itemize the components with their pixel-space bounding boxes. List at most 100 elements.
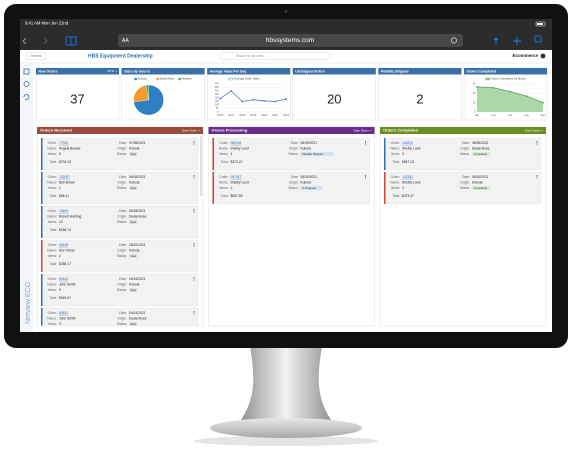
search-field[interactable]: [219, 52, 331, 60]
reader-button[interactable]: AA: [122, 38, 129, 44]
field-value[interactable]: 100810: [402, 141, 413, 145]
tile: [292, 67, 376, 121]
tabs-button[interactable]: [534, 35, 542, 43]
status-badge: [300, 152, 334, 156]
field-value: Kubota: [129, 248, 140, 252]
tile: [35, 67, 120, 121]
more-menu-dot[interactable]: [193, 177, 195, 179]
url-field[interactable]: [118, 34, 463, 47]
back-button[interactable]: [22, 37, 27, 45]
status-badge: [300, 186, 323, 190]
field-value[interactable]: 15629: [59, 209, 68, 213]
sort-caret: [369, 129, 372, 132]
field-label: Origin:: [117, 146, 127, 150]
more-menu-dot[interactable]: [365, 141, 366, 142]
field-value[interactable]: 83442: [59, 277, 68, 281]
field-value[interactable]: 77045: [59, 141, 68, 145]
reload-button[interactable]: [451, 37, 457, 44]
search-placeholder[interactable]: Search for an order...: [236, 54, 266, 58]
more-menu-dot[interactable]: [365, 143, 366, 145]
more-menu-dot[interactable]: [536, 143, 538, 145]
store-name: Ecommerce: [512, 53, 538, 58]
tile-value: 37: [70, 91, 84, 106]
field-value[interactable]: 102342: [402, 175, 413, 179]
field-value: Shelby Lund: [231, 180, 249, 184]
field-label: Name:: [47, 214, 57, 218]
more-menu-dot[interactable]: [365, 177, 366, 179]
more-menu-dot[interactable]: [193, 141, 195, 142]
tile-filter[interactable]: MTD: [108, 69, 115, 73]
more-menu-dot[interactable]: [536, 177, 538, 179]
tile-title: Average Value Per Day: [210, 69, 247, 73]
new-tab-button[interactable]: [513, 37, 521, 45]
nav-icon[interactable]: [23, 68, 30, 75]
more-menu-dot[interactable]: [536, 176, 538, 178]
field-value: Kubota: [129, 146, 140, 150]
more-menu-dot[interactable]: [193, 142, 195, 144]
field-value[interactable]: 097917: [231, 175, 242, 179]
field-value: 9: [59, 288, 61, 292]
order-card[interactable]: [40, 137, 199, 171]
pie-slice: [145, 84, 149, 101]
order-card[interactable]: [212, 137, 370, 171]
more-menu-dot[interactable]: [536, 175, 538, 176]
more-menu-dot[interactable]: [193, 279, 195, 281]
more-menu-dot[interactable]: [193, 209, 195, 210]
nav-icon[interactable]: [23, 81, 30, 87]
more-menu-dot[interactable]: [193, 210, 195, 212]
more-menu-dot[interactable]: [193, 311, 195, 312]
more-menu-dot[interactable]: [536, 141, 538, 142]
back-app-label[interactable]: Netview: [30, 54, 42, 58]
order-card[interactable]: [40, 171, 199, 205]
field-value: 05/22/2021: [129, 243, 146, 247]
order-card[interactable]: [40, 273, 199, 307]
field-value[interactable]: 080304: [231, 141, 242, 145]
field-value: 07/08/2021: [129, 141, 146, 145]
info-icon[interactable]: [540, 53, 546, 59]
tile-value: 2: [416, 91, 423, 106]
more-menu-dot[interactable]: [193, 175, 195, 176]
more-menu-dot[interactable]: [193, 143, 195, 145]
more-menu-dot[interactable]: [193, 243, 195, 244]
more-menu-dot[interactable]: [193, 313, 195, 315]
field-label: Origin:: [460, 146, 470, 150]
sort-toggle[interactable]: Date Down: [354, 128, 369, 132]
field-value: $557.65: [231, 194, 243, 198]
more-menu-dot[interactable]: [193, 244, 195, 246]
more-menu-dot[interactable]: [365, 176, 366, 178]
bookmarks-button[interactable]: [65, 36, 77, 46]
field-value: 06/18/2021: [129, 209, 146, 213]
more-menu-dot[interactable]: [536, 142, 538, 144]
more-menu-dot[interactable]: [193, 277, 195, 278]
legend-label: Kubota: [138, 77, 147, 81]
more-menu-dot[interactable]: [193, 211, 195, 213]
field-value: 04/16/2021: [129, 277, 146, 281]
forward-button[interactable]: [43, 37, 48, 45]
more-menu-dot[interactable]: [365, 142, 366, 144]
sort-toggle[interactable]: Date Down: [525, 128, 540, 132]
more-menu-dot[interactable]: [193, 176, 195, 178]
card-accent: [212, 138, 214, 170]
back-app-button[interactable]: [25, 52, 47, 60]
field-value: 12: [59, 220, 63, 224]
more-menu-dot[interactable]: [193, 312, 195, 314]
scrollbar: [200, 136, 202, 196]
camera: [284, 10, 288, 13]
more-menu-dot[interactable]: [365, 175, 366, 176]
order-card[interactable]: [40, 239, 199, 273]
field-value[interactable]: 102007: [59, 175, 70, 179]
field-value[interactable]: 06449: [59, 243, 68, 247]
more-menu-dot[interactable]: [193, 278, 195, 280]
more-menu-dot[interactable]: [193, 245, 195, 247]
field-value[interactable]: 83442: [59, 311, 68, 315]
sort-caret: [540, 129, 544, 132]
field-value: $704.13: [59, 160, 71, 164]
share-button[interactable]: [493, 37, 499, 44]
nav-icon[interactable]: [23, 94, 30, 100]
order-card[interactable]: [383, 171, 542, 205]
order-card[interactable]: [212, 171, 370, 205]
field-label: Total:: [221, 194, 229, 198]
sort-toggle[interactable]: Date Down: [182, 128, 197, 132]
